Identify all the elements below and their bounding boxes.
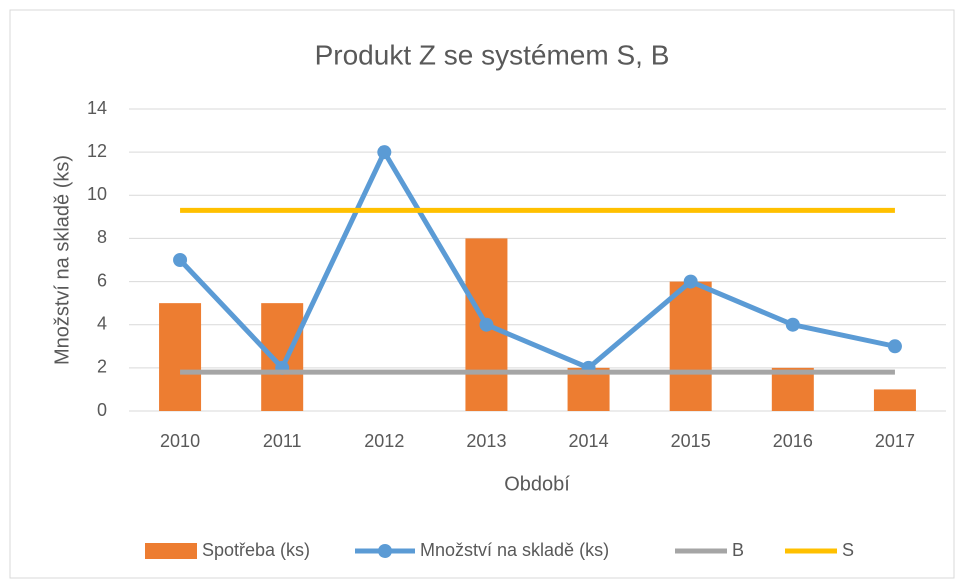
x-tick-label: 2011 xyxy=(263,431,302,451)
line xyxy=(178,149,896,371)
marker xyxy=(785,317,800,332)
legend-swatch xyxy=(145,543,197,559)
x-tick-label: 2012 xyxy=(364,431,404,451)
x-axis-label: Období xyxy=(504,473,570,495)
x-tick-label: 2014 xyxy=(569,431,609,451)
y-tick-label: 12 xyxy=(87,141,107,161)
y-tick-label: 10 xyxy=(87,184,107,204)
y-tick-label: 14 xyxy=(87,98,107,118)
y-tick-label: 2 xyxy=(97,357,107,377)
x-tick-label: 2013 xyxy=(466,431,506,451)
marker xyxy=(377,145,392,160)
legend-marker xyxy=(378,544,392,558)
legend-label: Spotřeba (ks) xyxy=(202,540,310,560)
marker xyxy=(887,339,902,354)
marker xyxy=(683,274,698,289)
chart-title: Produkt Z se systémem S, B xyxy=(315,39,670,70)
x-tick-label: 2016 xyxy=(773,431,813,451)
y-tick-label: 4 xyxy=(97,313,107,333)
marker xyxy=(173,253,188,267)
bar xyxy=(669,281,712,411)
bar xyxy=(159,303,202,411)
bar xyxy=(771,367,814,411)
legend-label: Množství na skladě (ks) xyxy=(420,540,609,560)
x-tick-label: 2015 xyxy=(671,431,711,451)
legend-label: B xyxy=(732,540,744,560)
x-tick-label: 2017 xyxy=(875,431,915,451)
bar xyxy=(567,367,610,411)
x-tick-label: 2010 xyxy=(160,431,200,451)
y-tick-label: 6 xyxy=(97,270,107,290)
y-axis-label: Množství na skladě (ks) xyxy=(51,155,73,365)
bar xyxy=(873,389,916,411)
marker xyxy=(479,317,494,332)
legend-label: S xyxy=(842,540,854,560)
bar xyxy=(261,303,304,411)
y-tick-label: 8 xyxy=(97,227,107,247)
y-tick-label: 0 xyxy=(97,400,107,420)
